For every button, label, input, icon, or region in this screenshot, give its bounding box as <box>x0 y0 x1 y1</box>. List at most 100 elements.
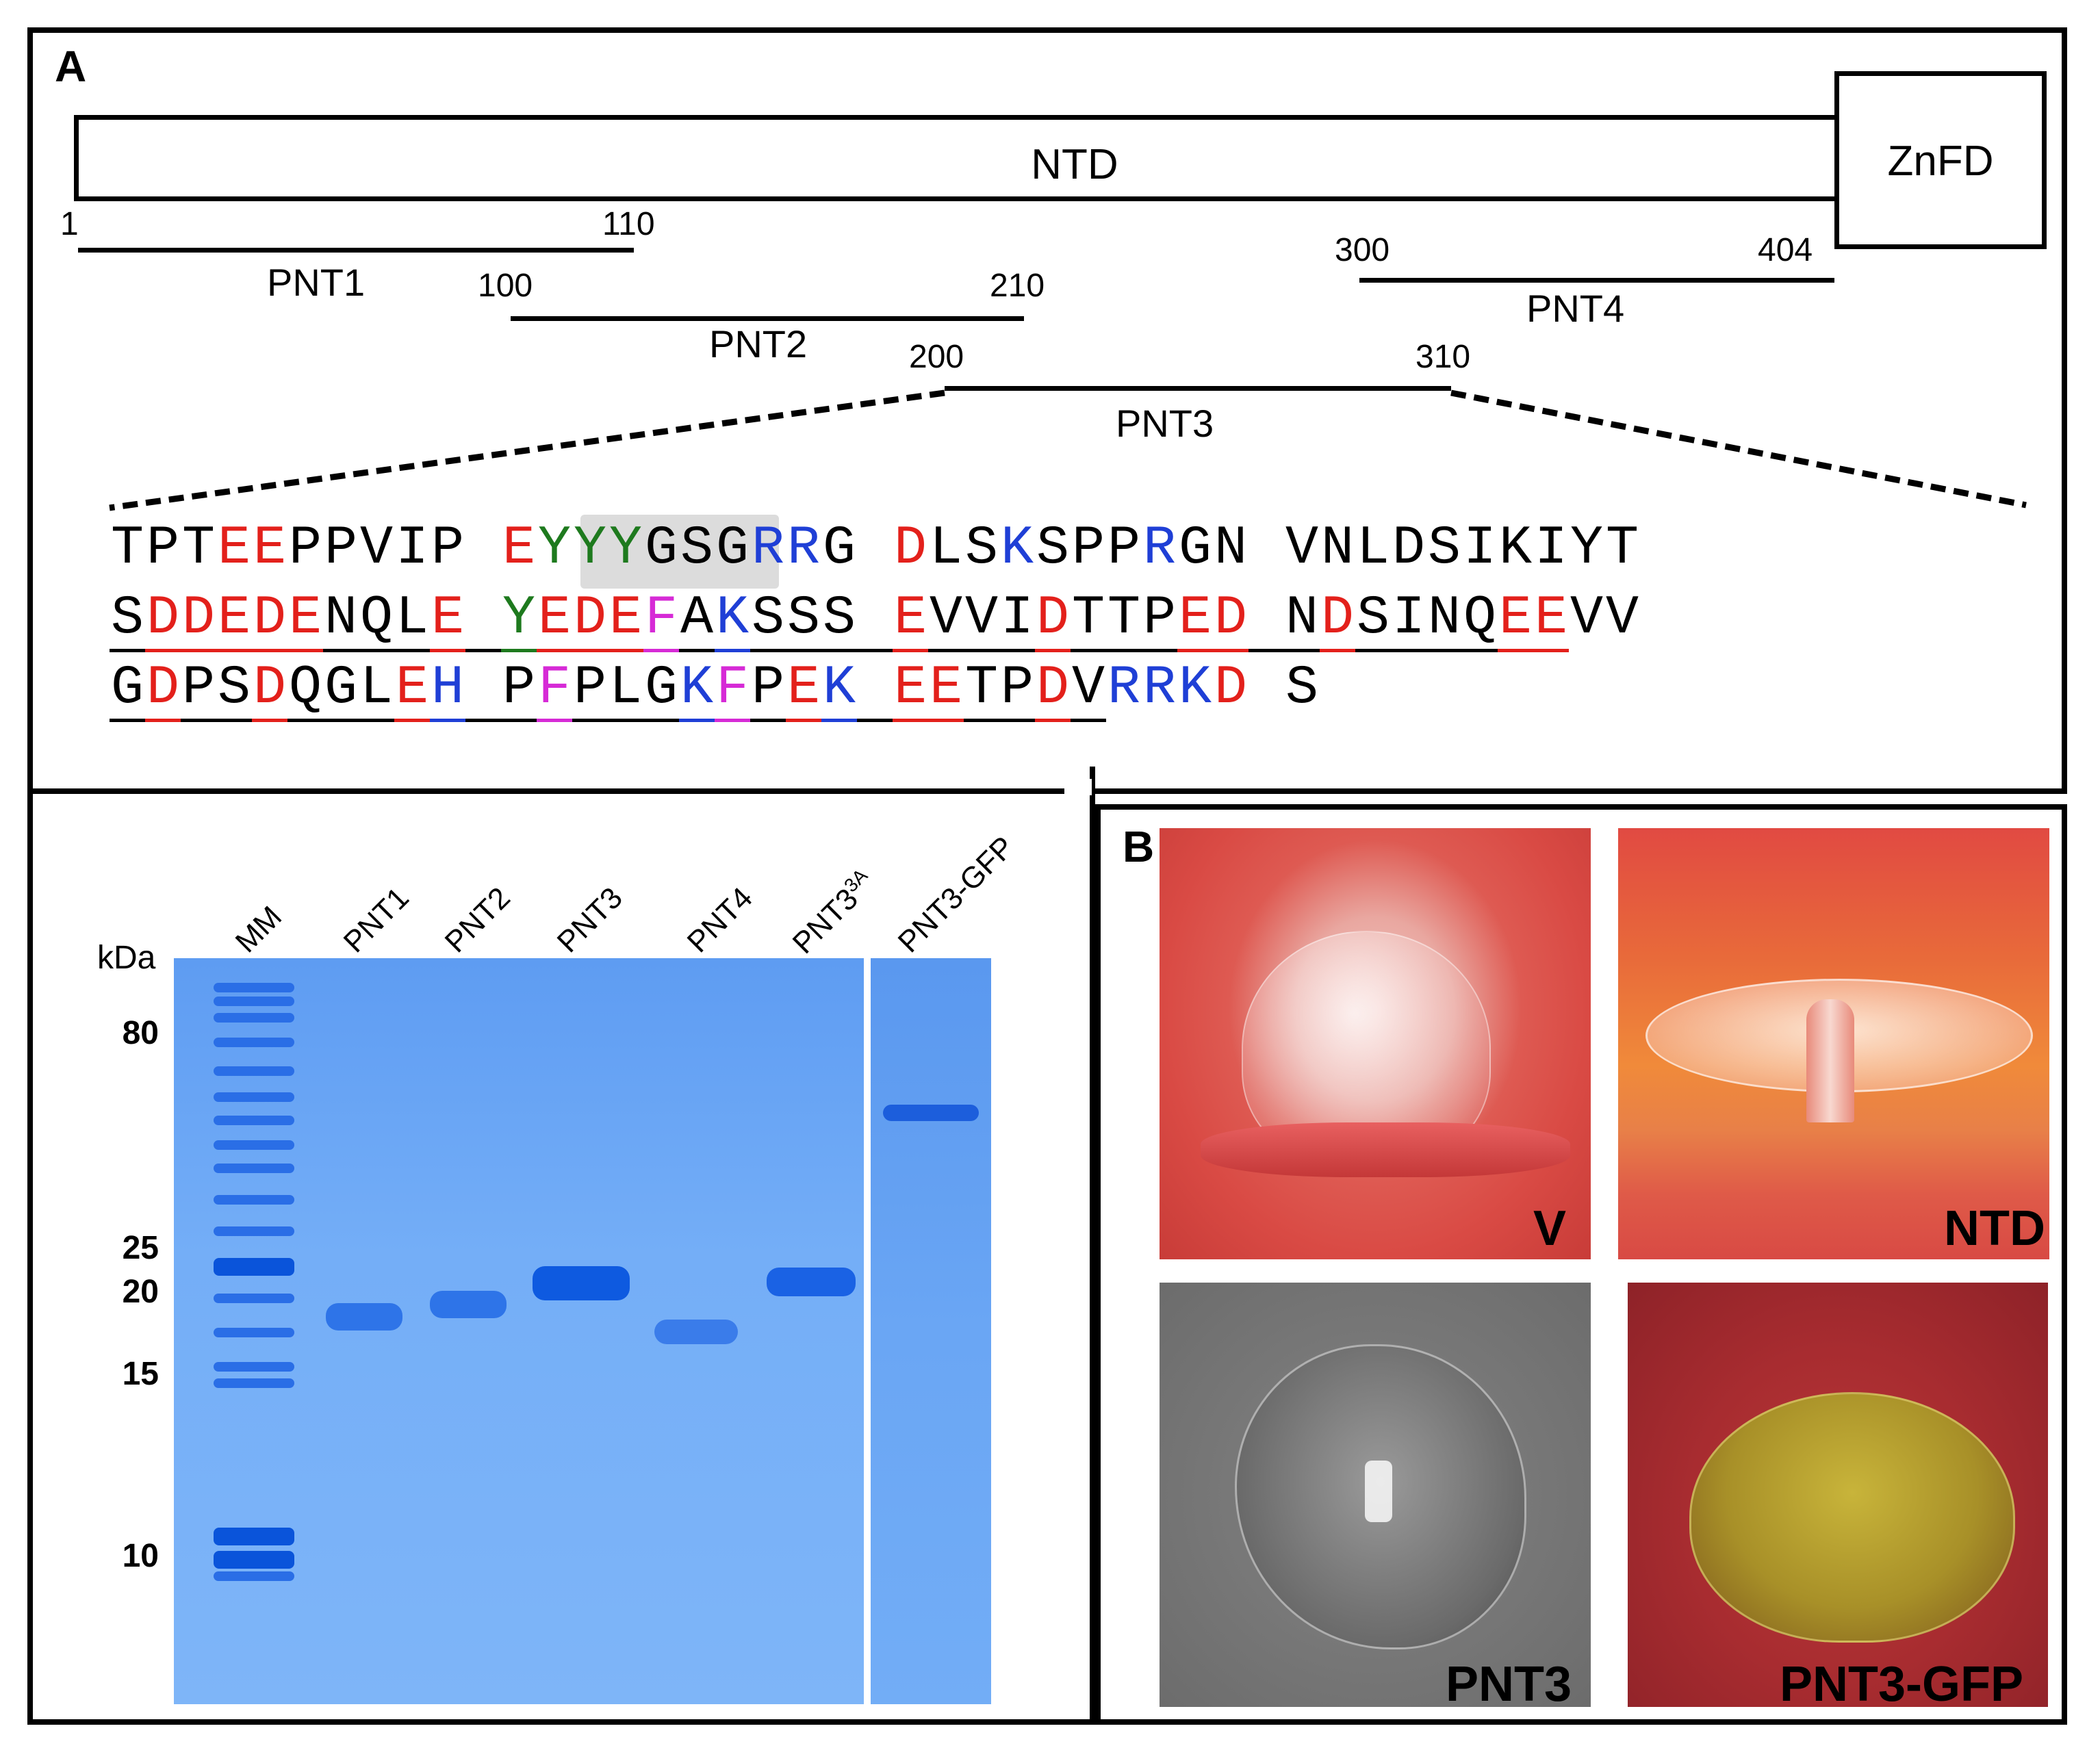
residue-underline <box>893 719 928 722</box>
seq-residue: E <box>431 587 464 650</box>
residue-underline <box>359 649 394 652</box>
ladder-band <box>214 1362 294 1372</box>
residue-300: 300 <box>1335 232 1390 268</box>
panel-a-letter: A <box>55 42 87 91</box>
seq-space <box>857 591 893 646</box>
residue-underline <box>1426 649 1462 652</box>
seq-residue: V <box>1071 657 1105 719</box>
seq-residue: D <box>253 587 286 650</box>
residue-underline <box>608 649 643 652</box>
residue-underline <box>1035 649 1071 652</box>
seq-residue: T <box>1071 587 1105 650</box>
seq-residue: K <box>1178 657 1212 719</box>
seq-residue: E <box>395 657 428 719</box>
marker-20: 20 <box>122 1274 159 1310</box>
residue-underline <box>465 649 501 652</box>
residue-underline <box>1284 649 1320 652</box>
residue-underline <box>679 649 715 652</box>
residue-underline <box>750 649 786 652</box>
ladder-band <box>214 1328 294 1337</box>
residue-underline <box>501 719 537 722</box>
residue-underline <box>999 649 1035 652</box>
seq-residue: S <box>786 587 820 650</box>
band-pnt3-3a <box>767 1268 856 1296</box>
seq-space <box>1249 522 1284 576</box>
residue-underline <box>608 719 643 722</box>
seq-residue: G <box>715 517 749 580</box>
seq-residue: N <box>1427 587 1461 650</box>
residue-100: 100 <box>478 268 533 304</box>
band-pnt4 <box>654 1320 738 1344</box>
residue-underline <box>679 719 715 722</box>
seq-residue: T <box>1605 517 1639 580</box>
seq-residue: K <box>680 657 713 719</box>
seq-residue: P <box>431 517 464 580</box>
seq-residue: E <box>786 657 820 719</box>
seq-residue: I <box>1000 587 1034 650</box>
pnt2-label: PNT2 <box>709 322 808 365</box>
seq-residue: E <box>217 517 251 580</box>
photo-label-pnt3: PNT3 <box>1446 1657 1572 1712</box>
pnt3-label: PNT3 <box>1116 402 1214 445</box>
ladder-band <box>214 1116 294 1125</box>
seq-residue: S <box>1036 517 1069 580</box>
residue-underline <box>430 719 465 722</box>
residue-underline <box>110 719 145 722</box>
residue-underline <box>1320 649 1355 652</box>
residue-underline <box>750 719 786 722</box>
residue-underline <box>1213 649 1249 652</box>
seq-residue: P <box>146 517 179 580</box>
residue-110: 110 <box>602 206 655 242</box>
residue-underline <box>928 719 964 722</box>
residue-underline <box>1533 649 1569 652</box>
residue-underline <box>715 649 750 652</box>
seq-residue: Y <box>502 587 535 650</box>
seq-residue: L <box>609 657 642 719</box>
seq-residue: I <box>1392 587 1425 650</box>
seq-residue: K <box>715 587 749 650</box>
residue-underline <box>287 649 323 652</box>
eyyy-highlight <box>580 515 779 589</box>
seq-residue: K <box>1000 517 1034 580</box>
panel-a-frame <box>27 27 2067 794</box>
pnt3-line <box>945 386 1451 391</box>
residue-underline <box>964 719 999 722</box>
seq-residue: D <box>253 657 286 719</box>
residue-underline <box>1462 649 1498 652</box>
seq-space <box>465 522 501 576</box>
seq-residue: V <box>1285 517 1318 580</box>
seq-residue: G <box>1178 517 1212 580</box>
seq-residue: N <box>324 587 357 650</box>
photo-ntd <box>1618 828 2049 1259</box>
residue-underline <box>999 719 1035 722</box>
residue-underline <box>572 649 608 652</box>
marker-80: 80 <box>122 1015 159 1051</box>
seq-residue: R <box>786 517 820 580</box>
kda-unit-label: kDa <box>97 940 156 976</box>
ladder-band <box>214 1294 294 1303</box>
seq-residue: D <box>146 587 179 650</box>
seq-residue: S <box>1356 587 1390 650</box>
residue-underline <box>1071 719 1106 722</box>
ladder-band <box>214 1140 294 1150</box>
photo-label-v: V <box>1533 1201 1567 1256</box>
residue-404: 404 <box>1758 232 1813 268</box>
seq-residue: L <box>395 587 428 650</box>
seq-residue: P <box>573 657 606 719</box>
residue-underline <box>252 719 287 722</box>
ladder-band <box>214 1528 294 1545</box>
seq-residue: H <box>431 657 464 719</box>
seq-residue: E <box>1534 587 1567 650</box>
seq-residue: Q <box>288 657 322 719</box>
seq-residue: S <box>680 517 713 580</box>
seq-residue: P <box>1071 517 1105 580</box>
residue-underline <box>216 719 252 722</box>
residue-200: 200 <box>909 339 964 375</box>
seq-residue: E <box>1178 587 1212 650</box>
seq-residue: D <box>1320 587 1354 650</box>
seq-residue: D <box>573 587 606 650</box>
seq-residue: G <box>822 517 856 580</box>
seq-space <box>857 661 893 716</box>
seq-residue: E <box>929 657 962 719</box>
residue-underline <box>715 719 750 722</box>
